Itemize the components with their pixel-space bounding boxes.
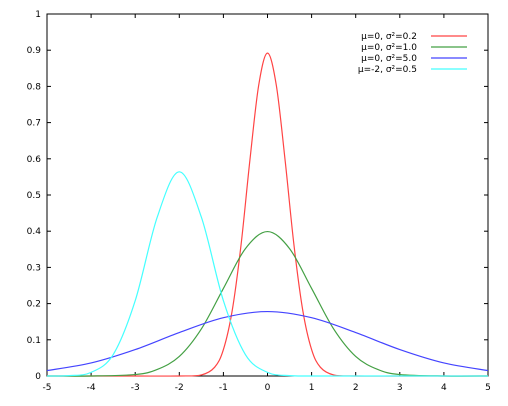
y-tick-label: 0.2 xyxy=(27,300,41,310)
y-tick-label: 0.1 xyxy=(27,336,41,346)
x-tick-label: -5 xyxy=(43,383,52,393)
x-tick-label: -3 xyxy=(131,383,140,393)
x-tick-label: 5 xyxy=(485,383,491,393)
y-tick-label: 0.8 xyxy=(27,82,42,92)
y-axis: 0 0.1 0.2 0.3 0.4 0.5 0.6 0.7 0.8 0.9 1 xyxy=(27,10,488,382)
x-tick-label: -4 xyxy=(87,383,96,393)
x-axis: -5 -4 -3 -2 -1 0 1 2 3 4 5 xyxy=(43,14,491,393)
y-tick-label: 0.5 xyxy=(27,191,41,201)
plot-area xyxy=(46,13,489,377)
series-line-3 xyxy=(46,171,488,377)
y-tick-label: 0.3 xyxy=(27,263,41,273)
series-lines xyxy=(46,52,489,377)
y-tick-label: 0.6 xyxy=(27,155,42,165)
x-tick-label: 2 xyxy=(353,383,359,393)
y-tick-label: 0 xyxy=(35,372,41,382)
legend: μ=0, σ²=0.2μ=0, σ²=1.0μ=0, σ²=5.0μ=-2, σ… xyxy=(358,32,467,75)
series-line-2 xyxy=(46,310,489,372)
legend-label: μ=-2, σ²=0.5 xyxy=(358,65,417,75)
series-line-0 xyxy=(47,52,488,377)
legend-label: μ=0, σ²=1.0 xyxy=(361,43,417,53)
x-tick-label: 1 xyxy=(309,383,315,393)
series-line-1 xyxy=(46,230,489,377)
y-tick-label: 1 xyxy=(35,10,41,20)
legend-label: μ=0, σ²=0.2 xyxy=(361,32,417,42)
x-tick-label: 3 xyxy=(397,383,403,393)
y-tick-label: 0.4 xyxy=(27,227,42,237)
x-tick-label: 0 xyxy=(265,383,271,393)
legend-label: μ=0, σ²=5.0 xyxy=(361,54,417,64)
y-tick-label: 0.7 xyxy=(27,119,41,129)
x-tick-label: 4 xyxy=(441,383,447,393)
y-tick-label: 0.9 xyxy=(27,46,42,56)
x-tick-label: -1 xyxy=(219,383,228,393)
x-tick-label: -2 xyxy=(175,383,184,393)
